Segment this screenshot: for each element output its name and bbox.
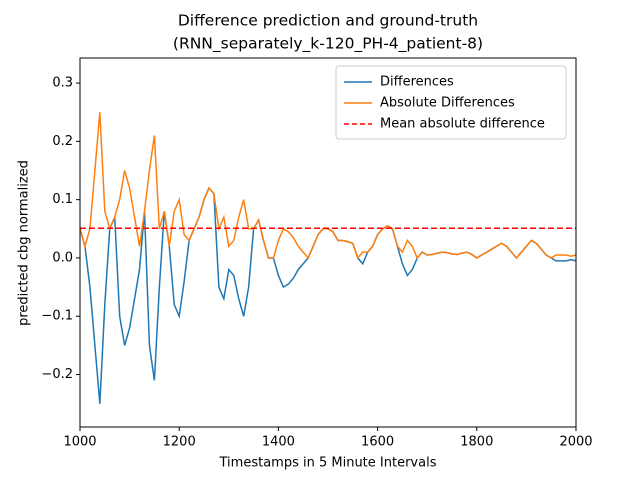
x-tick-label: 1600 bbox=[361, 435, 394, 450]
x-tick-label: 2000 bbox=[559, 435, 592, 450]
legend-label: Differences bbox=[380, 75, 454, 90]
x-axis-label: Timestamps in 5 Minute Intervals bbox=[219, 456, 437, 471]
legend-box bbox=[335, 65, 567, 140]
x-tick-label: 1800 bbox=[460, 435, 493, 450]
x-tick-label: 1200 bbox=[163, 435, 196, 450]
y-tick-label: −0.2 bbox=[41, 367, 73, 382]
legend-label: Mean absolute difference bbox=[380, 117, 545, 132]
y-tick-label: 0.0 bbox=[52, 250, 73, 265]
plot-frame bbox=[79, 57, 577, 428]
legend-label: Absolute Differences bbox=[380, 96, 515, 111]
x-tick-label: 1000 bbox=[63, 435, 96, 450]
y-tick-label: 0.2 bbox=[52, 134, 73, 149]
y-axis-label: predicted cbg normalized bbox=[17, 160, 32, 326]
y-tick-label: 0.3 bbox=[52, 76, 73, 91]
chart-title: Difference prediction and ground-truth bbox=[178, 12, 478, 30]
chart-title: (RNN_separately_k-120_PH-4_patient-8) bbox=[173, 35, 483, 54]
y-tick-label: 0.1 bbox=[52, 192, 73, 207]
y-tick-label: −0.1 bbox=[41, 309, 73, 324]
x-tick-label: 1400 bbox=[262, 435, 295, 450]
